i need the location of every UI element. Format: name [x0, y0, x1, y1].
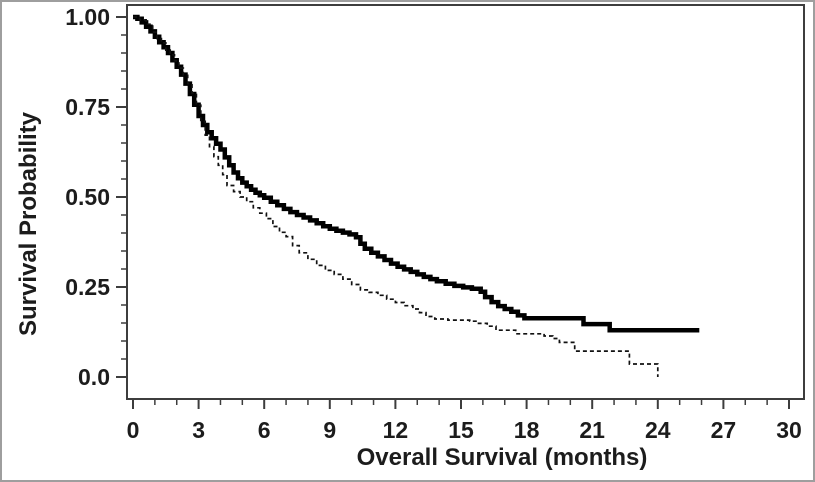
x-tick-label: 21 — [579, 417, 605, 443]
x-tick-label: 15 — [448, 417, 474, 443]
x-tick-label: 9 — [323, 417, 336, 443]
x-tick-label: 6 — [258, 417, 271, 443]
y-tick-label: 0.50 — [65, 184, 110, 210]
y-tick-label: 1.00 — [65, 4, 110, 30]
x-tick-label: 24 — [645, 417, 671, 443]
x-tick-label: 27 — [711, 417, 737, 443]
x-tick-label: 18 — [514, 417, 540, 443]
x-tick-label: 30 — [776, 417, 802, 443]
survival-curve-group-1-solid-thick — [133, 14, 700, 333]
y-tick-label: 0.75 — [65, 94, 110, 120]
x-tick-label: 0 — [127, 417, 140, 443]
x-tick-label: 3 — [192, 417, 205, 443]
y-axis-title: Survival Probability — [15, 111, 42, 337]
y-tick-label: 0.25 — [65, 274, 110, 300]
y-tick-label: 0.0 — [78, 364, 110, 390]
survival-curve-group-2-dashed-thin — [133, 16, 659, 377]
x-axis-title: Overall Survival (months) — [356, 444, 648, 471]
plot-border — [126, 4, 805, 400]
x-tick-label: 12 — [383, 417, 409, 443]
